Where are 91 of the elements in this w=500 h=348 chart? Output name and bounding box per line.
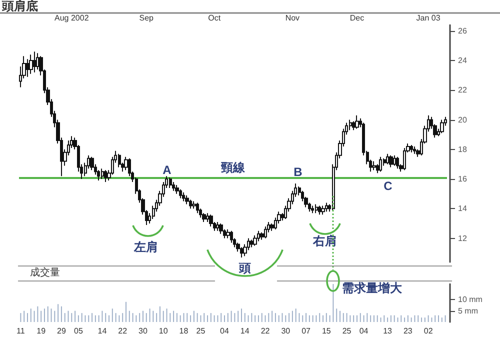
- chart-title: 成交量: [30, 266, 60, 278]
- annotation: C: [384, 179, 393, 193]
- candlestick: [206, 212, 209, 223]
- y-tick-label: 22: [458, 86, 468, 95]
- candlestick: [379, 156, 382, 172]
- candlestick: [182, 192, 185, 202]
- annotation: 右肩: [312, 234, 337, 248]
- x-tick-label: 13: [383, 326, 393, 336]
- x-tick-label: Oct: [208, 14, 222, 22]
- candlestick: [325, 202, 328, 212]
- candlestick: [216, 222, 219, 232]
- x-tick-label: 07: [302, 326, 312, 336]
- annotation: 左肩: [133, 240, 158, 254]
- annotation: 頭: [238, 261, 251, 275]
- candlestick: [386, 153, 389, 165]
- candlestick: [250, 239, 253, 248]
- x-tick-label: 30: [138, 326, 148, 336]
- x-tick-label: 02: [424, 326, 434, 336]
- x-tick-label: Sep: [139, 14, 154, 22]
- candlestick: [26, 58, 29, 78]
- candlestick: [230, 230, 233, 244]
- annotation: A: [162, 163, 172, 177]
- x-tick-label: 05: [74, 326, 84, 336]
- candlestick: [257, 230, 260, 242]
- candlestick: [349, 119, 352, 131]
- candlestick: [185, 194, 189, 205]
- x-tick-label: 22: [118, 326, 128, 336]
- x-tick-label: Nov: [285, 14, 300, 22]
- x-tick-label: Aug 2002: [54, 14, 90, 22]
- x-tick-label: Jan 03: [416, 14, 441, 22]
- ref-line-label: 頸線: [220, 160, 246, 175]
- x-tick-label: 04: [220, 326, 230, 336]
- candlestick: [172, 182, 175, 192]
- y-tick-label: 20: [458, 115, 468, 124]
- candlestick: [196, 202, 199, 214]
- y-tick-label: 26: [458, 26, 468, 36]
- candlestick: [264, 226, 267, 239]
- candlestick: [104, 170, 107, 183]
- candlestick: [321, 205, 325, 216]
- candlestick: [118, 153, 121, 168]
- y-tick-label: 10 mm: [458, 295, 483, 304]
- x-tick-label: 15: [322, 326, 332, 336]
- x-tick-label: 22: [260, 326, 270, 336]
- y-tick-label: 14: [458, 204, 468, 214]
- candlestick: [202, 212, 206, 223]
- candlestick: [389, 154, 393, 168]
- x-tick-label: 04: [359, 326, 369, 336]
- candlestick: [209, 214, 213, 227]
- x-tick-label: 11: [16, 326, 26, 336]
- x-tick-label: 14: [240, 326, 250, 336]
- y-tick-label: 18: [458, 144, 468, 154]
- candlestick: [219, 222, 223, 234]
- candlestick: [175, 184, 179, 194]
- candlestick: [318, 205, 321, 216]
- x-tick-label: 10: [158, 326, 168, 336]
- candlestick: [355, 114, 359, 130]
- y-tick-label: 5 mm: [458, 306, 478, 316]
- candlestick: [440, 119, 444, 134]
- x-tick-label: 25: [196, 326, 206, 336]
- x-tick-label: 18: [179, 326, 189, 336]
- x-tick-label: 30: [281, 326, 291, 336]
- candlestick: [169, 177, 172, 188]
- candlestick: [396, 156, 399, 170]
- y-tick-label: 12: [458, 234, 468, 243]
- y-tick-label: 16: [458, 174, 468, 184]
- x-tick-label: 25: [342, 326, 352, 336]
- candlestick: [29, 54, 33, 74]
- x-tick-label: 23: [403, 326, 413, 336]
- y-tick-label: 24: [458, 56, 468, 66]
- x-tick-label: 29: [57, 326, 66, 336]
- candlestick: [253, 234, 257, 246]
- candlestick: [393, 154, 396, 166]
- x-tick-label: 19: [36, 326, 46, 336]
- candlestick: [189, 199, 192, 210]
- candlestick: [179, 188, 182, 199]
- candlestick: [410, 144, 413, 153]
- candlestick: [311, 205, 314, 214]
- candlestick: [33, 51, 36, 73]
- candlestick: [403, 147, 406, 171]
- candlestick: [90, 156, 94, 171]
- x-tick-label: 14: [98, 326, 108, 336]
- candlestick: [192, 200, 196, 210]
- candlestick: [413, 146, 416, 154]
- annotation: B: [294, 165, 303, 179]
- candlestick: [315, 204, 318, 214]
- candlestick: [372, 160, 376, 171]
- annotation: 需求量增大: [342, 281, 403, 295]
- candlestick: [101, 168, 104, 180]
- candlestick: [240, 246, 243, 258]
- x-tick-label: Dec: [350, 14, 364, 22]
- candlestick: [226, 228, 230, 239]
